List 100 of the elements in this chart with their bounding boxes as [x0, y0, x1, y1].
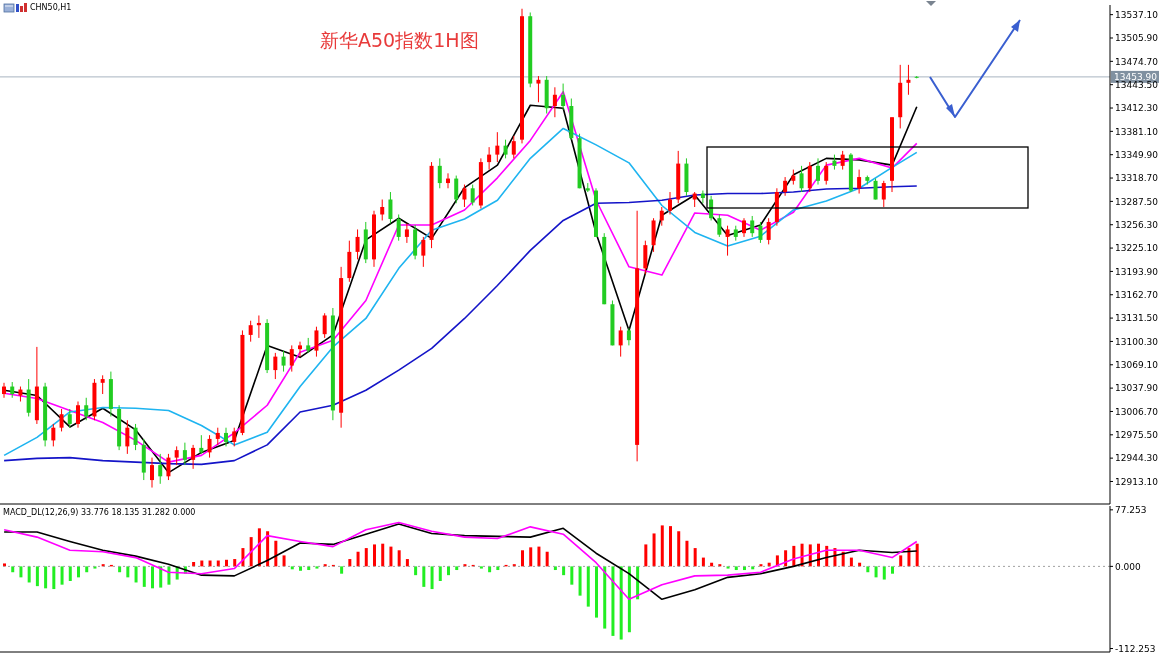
annotation: MACD_DL(12,26,9) 33.776 18.135 31.282 0.000: [3, 508, 196, 517]
candlestick: [536, 75, 541, 103]
bar: [282, 555, 286, 567]
bar: [11, 566, 15, 573]
bar: [348, 559, 352, 567]
bar: [915, 543, 919, 567]
candlestick: [552, 86, 557, 118]
bar: [151, 566, 154, 589]
candlestick: [437, 157, 442, 189]
candlestick: [281, 350, 286, 373]
candlestick: [182, 442, 187, 466]
candlestick: [758, 221, 763, 244]
candlestick: [396, 213, 401, 242]
bar: [77, 566, 80, 578]
bar: [611, 566, 615, 636]
y-tick-label: 13069.10: [1115, 359, 1159, 370]
candlestick: [470, 184, 475, 206]
bar: [447, 566, 450, 576]
candlestick: [717, 213, 722, 238]
bar: [3, 563, 6, 567]
candlestick: [840, 150, 845, 171]
bar: [85, 566, 89, 573]
candlestick: [881, 180, 886, 208]
bar: [627, 566, 631, 633]
bar: [422, 566, 426, 587]
y-tick-label: 13537.10: [1115, 9, 1159, 20]
candlestick: [84, 397, 89, 421]
bar: [652, 533, 656, 567]
y-tick-label: 13381.10: [1115, 126, 1159, 137]
candlestick: [799, 165, 804, 193]
y-tick-label: 13318.70: [1115, 173, 1159, 184]
candlestick: [766, 217, 771, 245]
bar: [364, 548, 368, 567]
bar: [455, 566, 459, 571]
y-tick-label: 0.000: [1115, 561, 1142, 572]
candlestick: [158, 453, 163, 485]
bar: [669, 526, 672, 567]
candlestick: [76, 401, 80, 429]
y-tick-label: 13193.90: [1115, 266, 1159, 277]
y-tick-label: 13256.30: [1115, 219, 1159, 230]
candlestick: [207, 434, 212, 459]
bar: [381, 543, 385, 567]
candlestick: [750, 215, 755, 238]
ref-line-label: 13453.90: [1114, 72, 1158, 83]
bar: [701, 557, 705, 567]
candlestick: [26, 378, 31, 417]
bar: [677, 531, 681, 567]
candlestick: [125, 419, 130, 455]
y-tick-label: 13162.70: [1115, 289, 1159, 300]
bar: [225, 559, 228, 567]
y-tick-label: 12975.50: [1115, 429, 1159, 440]
bar: [233, 559, 237, 567]
bar: [257, 528, 261, 567]
bar: [891, 566, 894, 574]
bar: [274, 540, 278, 567]
bar: [619, 566, 623, 640]
bar: [35, 566, 39, 587]
bar: [19, 566, 23, 578]
candlestick: [51, 423, 56, 447]
bar: [405, 559, 409, 567]
candlestick: [100, 374, 105, 395]
candlestick: [224, 427, 228, 447]
annotation: CHN50,H1: [30, 3, 72, 12]
candlestick: [191, 444, 196, 470]
bar: [44, 566, 48, 589]
bar: [397, 550, 401, 567]
candlestick: [380, 199, 385, 221]
candlestick: [454, 175, 459, 204]
candlestick: [659, 206, 664, 227]
bar: [521, 550, 524, 567]
bar: [438, 566, 442, 582]
bar: [907, 548, 911, 567]
candlestick: [873, 178, 878, 201]
bar: [134, 566, 138, 583]
bar: [529, 547, 533, 567]
bar: [315, 566, 319, 569]
candlestick: [503, 139, 508, 159]
y-tick-label: 13412.30: [1115, 103, 1159, 114]
y-tick-label: 13131.50: [1115, 313, 1159, 324]
bar: [849, 557, 853, 567]
y-tick-label: 77.253: [1115, 505, 1147, 516]
bar: [882, 566, 886, 580]
bar: [734, 566, 738, 571]
candlestick: [133, 423, 138, 451]
bar: [603, 566, 607, 629]
y-tick-label: -112.253: [1115, 643, 1156, 654]
bar: [586, 566, 590, 607]
bar: [693, 548, 697, 567]
candlestick: [67, 408, 72, 429]
bar: [660, 525, 664, 567]
candlestick: [742, 217, 746, 238]
candlestick: [59, 408, 64, 432]
bar: [142, 566, 146, 587]
candlestick: [232, 427, 237, 447]
candlestick: [166, 453, 171, 481]
candlestick: [273, 352, 278, 380]
bar: [874, 566, 878, 578]
bar: [52, 566, 56, 590]
bar: [60, 566, 64, 585]
y-tick-label: 13006.70: [1115, 406, 1159, 417]
